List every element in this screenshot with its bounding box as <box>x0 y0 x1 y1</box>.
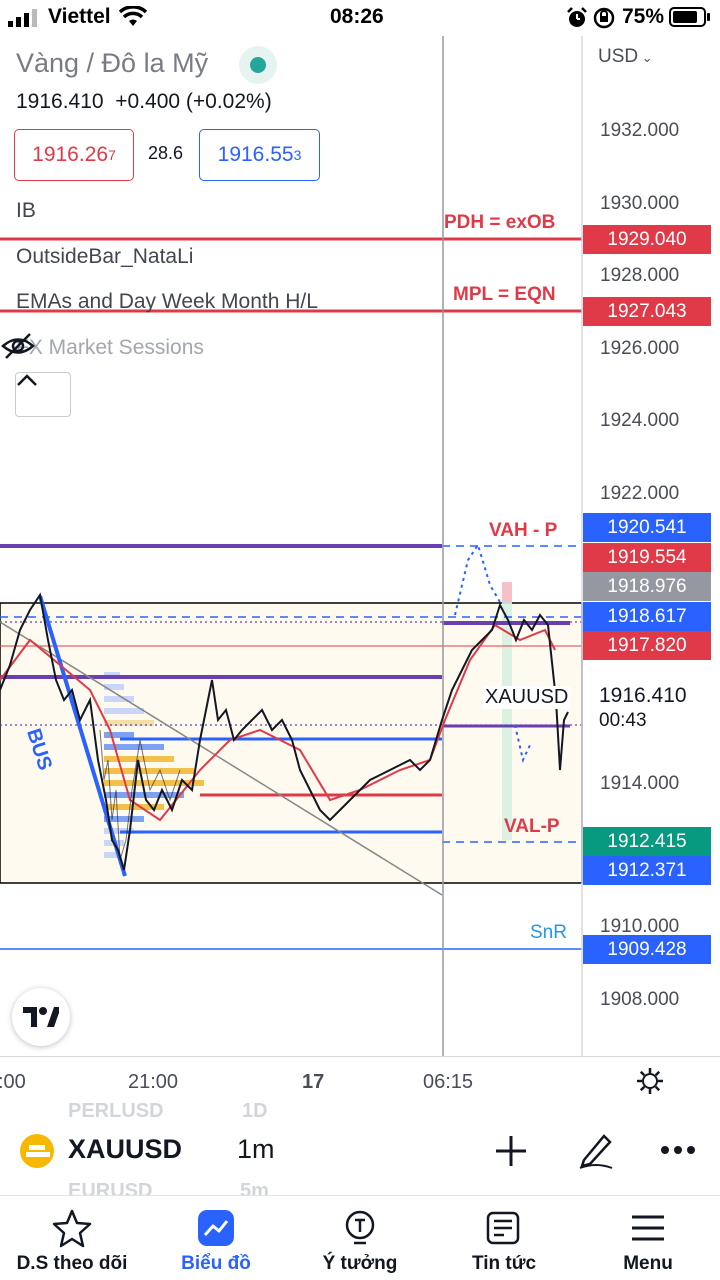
chart-canvas[interactable] <box>0 36 720 1056</box>
lightbulb-icon <box>345 1210 375 1245</box>
axis-price: 1914.000 <box>600 773 680 794</box>
nav-label: D.S theo dõi <box>16 1253 128 1274</box>
nav-news[interactable]: Tin tức <box>432 1196 576 1280</box>
indicator-emas[interactable]: EMAs and Day Week Month H/L <box>16 290 318 313</box>
price-label: 1917.820 <box>583 631 711 660</box>
axis-price: 1930.000 <box>600 193 680 214</box>
time-tick: :00 <box>0 1071 26 1093</box>
nav-ideas[interactable]: Ý tưởng <box>288 1196 432 1280</box>
price-change: +0.400 (+0.02%) <box>115 90 272 113</box>
buy-price-button[interactable]: 1916.55 3 <box>199 129 320 181</box>
star-icon <box>52 1209 92 1248</box>
nav-menu[interactable]: Menu <box>576 1196 720 1280</box>
orientation-lock-icon <box>593 7 615 29</box>
battery-icon <box>669 7 710 27</box>
nav-label: Biểu đồ <box>181 1253 251 1274</box>
last-price-label: 1916.410 00:43 <box>583 678 711 738</box>
symbol-selector[interactable]: XAUUSD <box>68 1134 183 1164</box>
alarm-icon <box>567 7 587 27</box>
symbol-toolbar: PERLUSD 1D EURUSD 5m <box>0 1100 720 1202</box>
interval-selector[interactable]: 1m <box>237 1134 275 1164</box>
axis-price: 1924.000 <box>600 410 680 431</box>
axis-price: 1908.000 <box>600 989 680 1010</box>
nav-chart[interactable]: Biểu đồ <box>144 1196 288 1280</box>
price-label: 1929.040 <box>583 225 711 254</box>
annotation-mpl: MPL = EQN <box>453 284 556 305</box>
price-label: 1918.976 <box>583 572 711 601</box>
collapse-legend-button[interactable] <box>15 372 71 417</box>
ghost-symbol-above: PERLUSD <box>68 1100 164 1122</box>
price-line <box>0 592 569 871</box>
axis-price: 1922.000 <box>600 483 680 504</box>
indicator-fx-sessions[interactable]: FX Market Sessions <box>16 336 204 359</box>
chart-icon <box>198 1210 234 1246</box>
market-open-indicator <box>239 46 277 84</box>
settings-gear-icon[interactable] <box>636 1067 664 1095</box>
axis-price: 1932.000 <box>600 120 680 141</box>
currency-label: USD <box>598 46 639 67</box>
ask-pip: 3 <box>293 147 302 163</box>
time-tick: 17 <box>302 1071 325 1093</box>
bid-pip: 7 <box>108 147 116 163</box>
nav-label: Menu <box>623 1253 673 1274</box>
price-label: 1919.554 <box>583 543 711 572</box>
nav-label: Ý tưởng <box>322 1253 398 1274</box>
ask-price: 1916.55 <box>217 143 294 166</box>
time-tick: 06:15 <box>423 1071 474 1093</box>
price-label: 1912.415 <box>583 827 711 856</box>
price-label: 1909.428 <box>583 935 711 964</box>
chart-area[interactable]: Vàng / Đô la Mỹ 1916.410 +0.400 (+0.02%)… <box>0 36 720 1056</box>
last-price-axis: 1916.410 <box>599 684 687 707</box>
signal-icon <box>8 9 37 27</box>
tradingview-logo-icon <box>23 1007 59 1027</box>
nav-watchlist[interactable]: D.S theo dõi <box>0 1196 144 1280</box>
axis-price: 1928.000 <box>600 265 680 286</box>
ghost-interval-above: 1D <box>242 1100 268 1122</box>
status-bar: Viettel 08:26 75% <box>0 0 720 34</box>
spread-value: 28.6 <box>148 143 184 163</box>
quote-line: 1916.410 +0.400 (+0.02%) <box>16 90 272 114</box>
annotation-snr: SnR <box>530 922 567 943</box>
gold-bars-icon <box>20 1134 54 1168</box>
time-axis[interactable]: :00 21:00 17 06:15 <box>0 1056 720 1106</box>
time-tick: 21:00 <box>128 1071 179 1093</box>
carrier-name: Viettel <box>48 5 111 28</box>
newspaper-icon <box>486 1211 520 1245</box>
symbol-title[interactable]: Vàng / Đô la Mỹ <box>16 48 209 78</box>
bid-price: 1916.26 <box>32 143 109 166</box>
price-label: 1920.541 <box>583 513 711 542</box>
hamburger-icon <box>632 1215 664 1241</box>
nav-label: Tin tức <box>471 1253 537 1274</box>
symbol-watermark-label: XAUUSD <box>483 686 571 709</box>
chevron-down-icon: ⌄ <box>638 50 653 65</box>
axis-price: 1926.000 <box>600 338 680 359</box>
tradingview-logo[interactable] <box>12 988 70 1046</box>
axis-price: 1910.000 <box>600 916 680 937</box>
annotation-vah: VAH - P <box>489 520 558 541</box>
chevron-up-icon <box>17 374 37 386</box>
currency-selector[interactable]: USD ⌄ <box>598 46 653 68</box>
price-label: 1927.043 <box>583 297 711 326</box>
wifi-icon <box>119 6 147 26</box>
plus-icon[interactable] <box>494 1134 528 1168</box>
price-label: 1912.371 <box>583 856 711 885</box>
price-label: 1918.617 <box>583 602 711 631</box>
sell-price-button[interactable]: 1916.26 7 <box>14 129 134 181</box>
battery-percent: 75% <box>622 5 665 28</box>
clock: 08:26 <box>330 5 384 28</box>
bottom-navigation: D.S theo dõi Biểu đồ Ý tưởng Tin tức <box>0 1195 720 1280</box>
drawing-pen-icon[interactable] <box>576 1130 616 1170</box>
eye-hidden-icon[interactable] <box>0 331 36 361</box>
last-price: 1916.410 <box>16 90 104 113</box>
more-icon[interactable] <box>660 1144 696 1156</box>
bar-countdown: 00:43 <box>599 710 647 731</box>
indicator-ib[interactable]: IB <box>16 199 36 222</box>
annotation-val: VAL-P <box>504 816 560 837</box>
annotation-pdh: PDH = exOB <box>444 212 556 233</box>
indicator-outsidebar[interactable]: OutsideBar_NataLi <box>16 245 194 268</box>
